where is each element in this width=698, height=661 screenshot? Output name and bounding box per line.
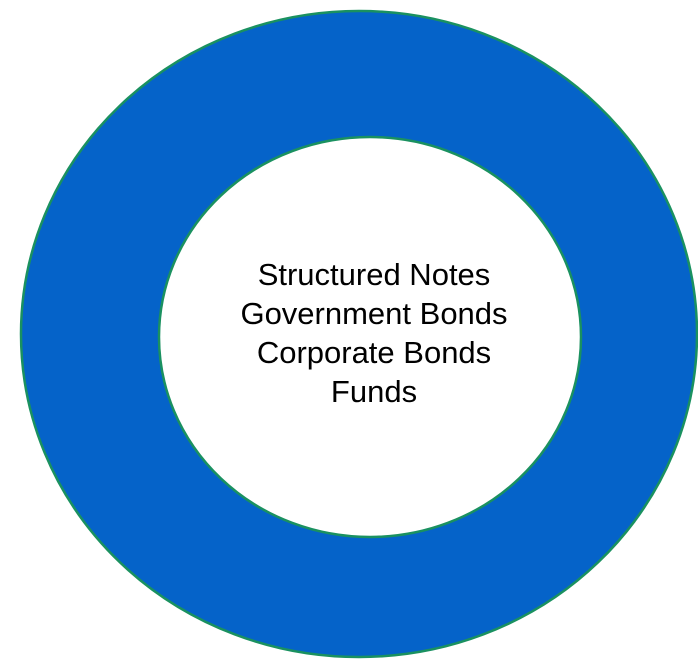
inner-circle: [157, 135, 583, 539]
label-government-bonds: Government Bonds: [240, 296, 508, 331]
label-structured-notes: Structured Notes: [257, 257, 491, 292]
label-funds: Funds: [330, 374, 418, 409]
center-label-list: Structured Notes Government Bonds Corpor…: [184, 255, 564, 411]
label-corporate-bonds: Corporate Bonds: [256, 335, 492, 370]
